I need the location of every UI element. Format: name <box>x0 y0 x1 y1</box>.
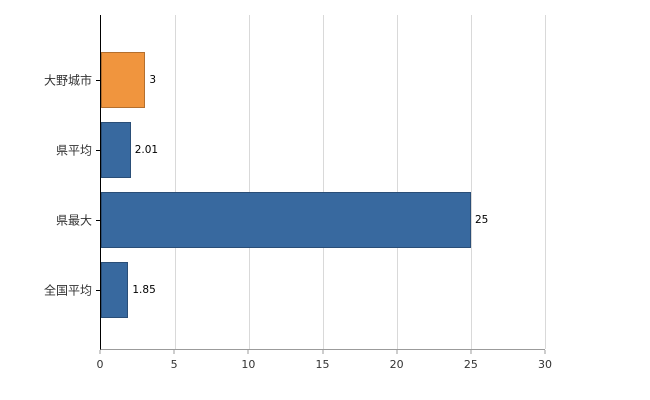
value-label: 2.01 <box>134 144 159 156</box>
x-tick-mark <box>247 350 249 354</box>
gridline <box>396 15 398 349</box>
x-tick-mark <box>173 350 175 354</box>
gridline <box>545 15 546 349</box>
value-label: 3 <box>149 74 157 86</box>
y-tick-mark <box>96 220 100 221</box>
x-tick-label: 15 <box>315 358 330 371</box>
x-tick-label: 5 <box>170 358 178 371</box>
x-tick-mark <box>470 350 472 354</box>
x-axis: 0 5 10 15 20 25 30 <box>96 350 552 380</box>
x-tick-mark <box>544 350 546 354</box>
x-tick-label: 20 <box>389 358 404 371</box>
value-label: 1.85 <box>132 284 156 296</box>
x-tick-label: 0 <box>96 358 104 371</box>
y-tick-mark <box>96 150 100 151</box>
plot-area: 3 2.01 25 1.85 <box>96 15 546 350</box>
category-label: 県平均 <box>55 143 92 158</box>
x-tick-label: 10 <box>241 358 256 371</box>
category-label: 県最大 <box>55 213 92 228</box>
y-tick-mark <box>96 80 100 81</box>
bar-0 <box>101 52 146 108</box>
category-label: 大野城市 <box>43 73 92 88</box>
x-tick-mark <box>322 350 323 354</box>
value-label: 25 <box>475 214 489 226</box>
x-tick-mark <box>396 350 398 354</box>
bar-3 <box>101 262 129 318</box>
bar-1 <box>101 122 131 178</box>
bar-2 <box>101 192 471 248</box>
gridline <box>248 15 250 349</box>
x-tick-label: 30 <box>538 358 552 371</box>
x-tick-label: 25 <box>463 358 478 371</box>
x-tick-mark <box>99 350 101 354</box>
gridline <box>174 15 176 349</box>
y-tick-mark <box>96 290 100 291</box>
gridline <box>471 15 472 349</box>
gridline <box>323 15 324 349</box>
category-label: 全国平均 <box>43 283 92 298</box>
